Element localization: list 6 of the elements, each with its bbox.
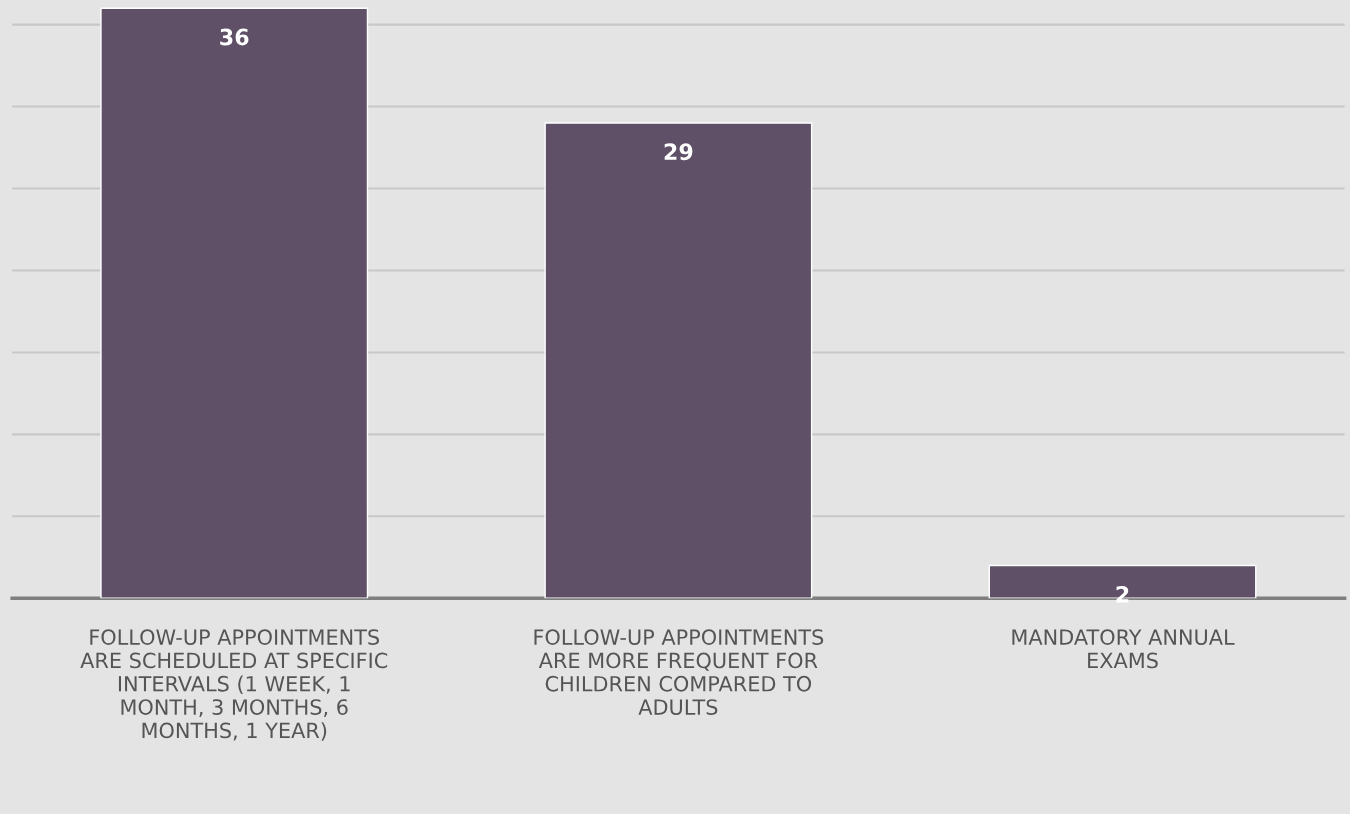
x-tick-label: FOLLOW-UP APPOINTMENTS ARE MORE FREQUENT FOR CHILDREN COMPARED TO ADULTS	[534, 629, 824, 715]
data-label: 2	[1116, 585, 1129, 603]
data-label: 29	[664, 143, 693, 161]
data-label: 36	[220, 28, 249, 46]
x-tick-label: FOLLOW-UP APPOINTMENTS ARE SCHEDULED AT SPECIFIC INTERVALS (1 WEEK, 1 MONTH, 3 MONTHS, 6 MONTHS, 1 YEAR)	[80, 629, 388, 741]
x-tick-label: MANDATORY ANNUAL EXAMS	[1012, 629, 1235, 669]
